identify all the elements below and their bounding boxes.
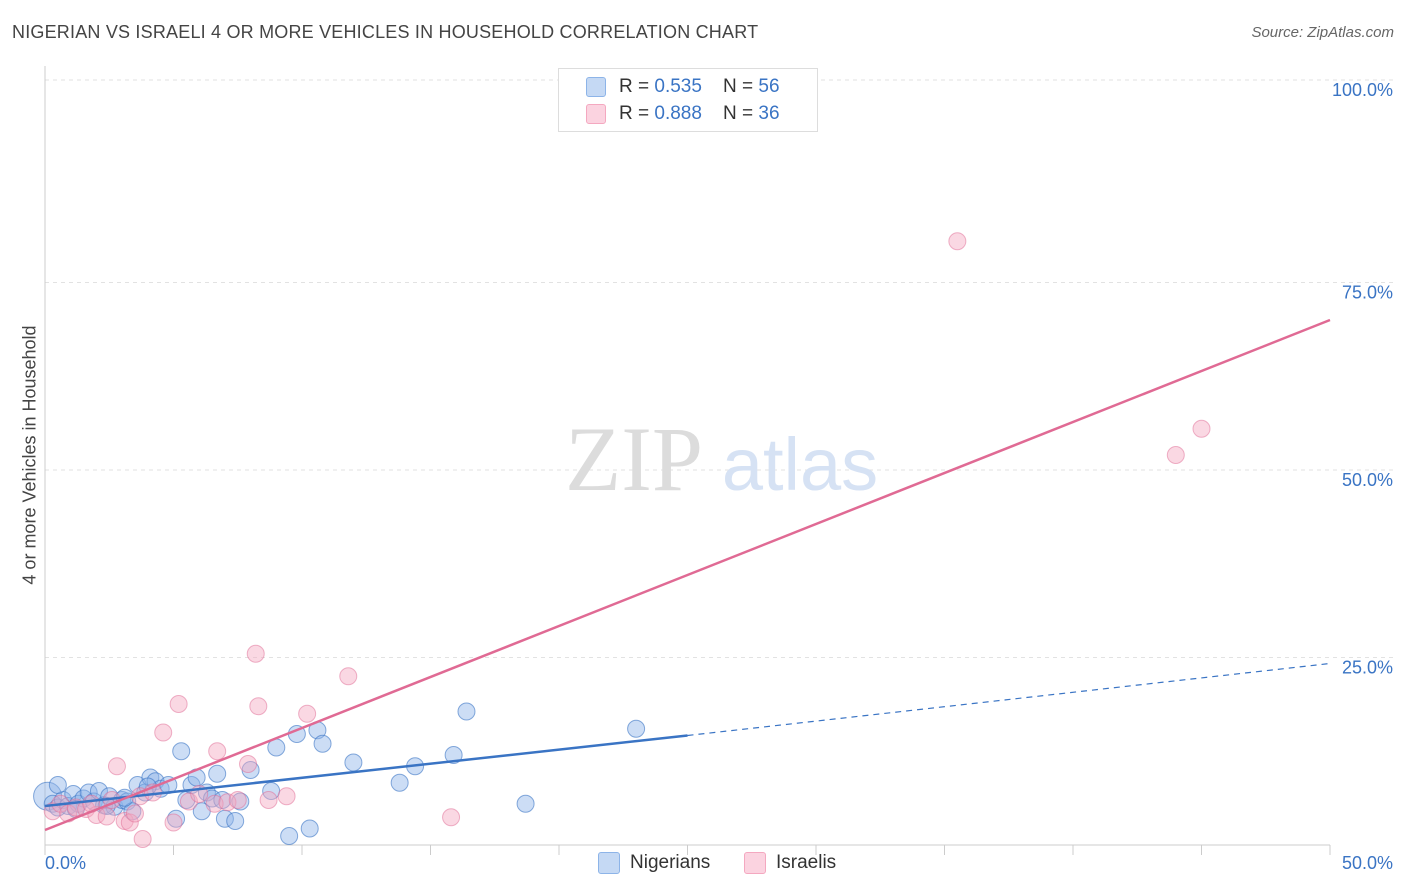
nigerians-trend-extension <box>687 662 1331 737</box>
nigerians-point <box>457 702 476 721</box>
nigerians-point <box>172 742 191 761</box>
israelis-point <box>179 792 198 811</box>
israelis-point <box>154 723 173 742</box>
legend-n-label: N = <box>723 76 759 97</box>
correlation-legend: R = 0.535 N = 56 R = 0.888 N = 36 <box>558 68 818 132</box>
israelis-point <box>948 232 967 251</box>
israelis-point <box>169 695 188 713</box>
nigerians-point <box>300 819 319 838</box>
israelis-point <box>239 755 258 773</box>
nigerians-point <box>48 776 67 794</box>
legend-r-value-israelis: 0.888 <box>654 103 702 124</box>
nigerians-point <box>280 827 299 845</box>
nigerians-point <box>313 734 332 753</box>
israelis-point <box>97 807 116 826</box>
legend-r-label: R = <box>619 76 655 97</box>
legend-swatch-israelis <box>586 104 606 124</box>
israelis-point <box>339 667 358 686</box>
israelis-point <box>249 697 268 716</box>
y-tick-label: 75.0% <box>1342 283 1393 303</box>
tick-labels: 25.0% 50.0% 75.0% 100.0% 0.0% 50.0% <box>45 80 1393 873</box>
legend-row-nigerians: R = 0.535 N = 56 <box>586 75 780 99</box>
israelis-point <box>208 742 227 761</box>
legend-r-label: R = <box>619 103 655 124</box>
y-tick-label: 50.0% <box>1342 470 1393 490</box>
israelis-point <box>125 804 144 823</box>
legend-n-label: N = <box>723 103 759 124</box>
bottom-legend-israelis: Israelis <box>744 852 836 874</box>
nigerians-trend-line <box>44 734 688 808</box>
legend-r-value-nigerians: 0.535 <box>654 76 702 97</box>
israelis-point <box>43 802 62 821</box>
nigerians-point <box>208 764 227 783</box>
israelis-points <box>43 232 1211 848</box>
legend-row-israelis: R = 0.888 N = 36 <box>586 102 780 126</box>
nigerians-point <box>390 773 409 792</box>
legend-n-value-nigerians: 56 <box>758 76 780 97</box>
y-tick-label: 100.0% <box>1332 80 1393 100</box>
israelis-point <box>277 787 296 806</box>
bottom-legend-label-nigerians: Nigerians <box>630 852 711 873</box>
watermark-zip: ZIP <box>565 408 703 510</box>
y-tick-label: 25.0% <box>1342 658 1393 678</box>
israelis-point <box>1166 446 1185 464</box>
israelis-point <box>164 813 183 832</box>
israelis-point <box>205 794 224 813</box>
legend-swatch-nigerians <box>586 77 606 97</box>
israelis-point <box>259 791 278 809</box>
watermark-atlas: atlas <box>722 423 878 506</box>
x-tick-label: 50.0% <box>1342 853 1393 873</box>
chart-title: NIGERIAN VS ISRAELI 4 OR MORE VEHICLES I… <box>12 22 759 42</box>
israelis-point <box>442 808 461 827</box>
nigerians-point <box>123 802 142 821</box>
source-label: Source: ZipAtlas.com <box>1251 24 1394 41</box>
israelis-point <box>133 830 152 848</box>
israelis-point <box>228 791 247 809</box>
legend-n-value-israelis: 36 <box>758 103 780 124</box>
bottom-legend-nigerians: Nigerians <box>598 852 710 874</box>
nigerians-point <box>444 746 463 764</box>
bottom-swatch-nigerians <box>598 852 620 874</box>
israelis-point <box>298 704 317 723</box>
nigerians-point <box>516 794 535 813</box>
israelis-point <box>107 757 126 776</box>
israelis-point <box>246 644 265 663</box>
israelis-point <box>1192 419 1211 438</box>
israelis-trend-line <box>44 318 1331 832</box>
bottom-swatch-israelis <box>744 852 766 874</box>
gridlines <box>45 79 1395 658</box>
nigerians-point <box>627 719 646 738</box>
nigerians-point <box>344 753 363 772</box>
nigerians-point <box>226 812 245 830</box>
trend-lines <box>44 318 1331 832</box>
axes <box>44 66 1331 855</box>
israelis-point <box>120 813 139 832</box>
x-tick-label: 0.0% <box>45 853 86 873</box>
bottom-legend-label-israelis: Israelis <box>776 852 837 873</box>
